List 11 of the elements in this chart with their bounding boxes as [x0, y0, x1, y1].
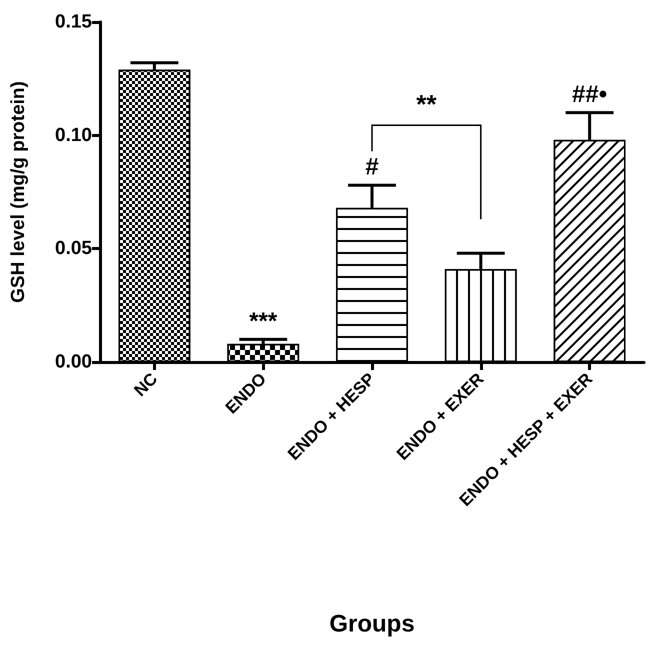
y-tick-label: 0.00: [55, 352, 92, 372]
annotation: #: [365, 154, 379, 181]
y-tick-label: 0.10: [55, 124, 92, 146]
x-tick-label: NC: [130, 369, 162, 400]
annotation: ##•: [572, 81, 608, 108]
y-axis-title: GSH level (mg/g protein): [8, 81, 29, 303]
y-tick-label: 0.15: [55, 12, 92, 32]
y-tick-label: 0.05: [55, 238, 92, 260]
x-axis-title: Groups: [329, 610, 415, 638]
annotation: ***: [249, 308, 278, 335]
annotation: **: [416, 89, 438, 120]
